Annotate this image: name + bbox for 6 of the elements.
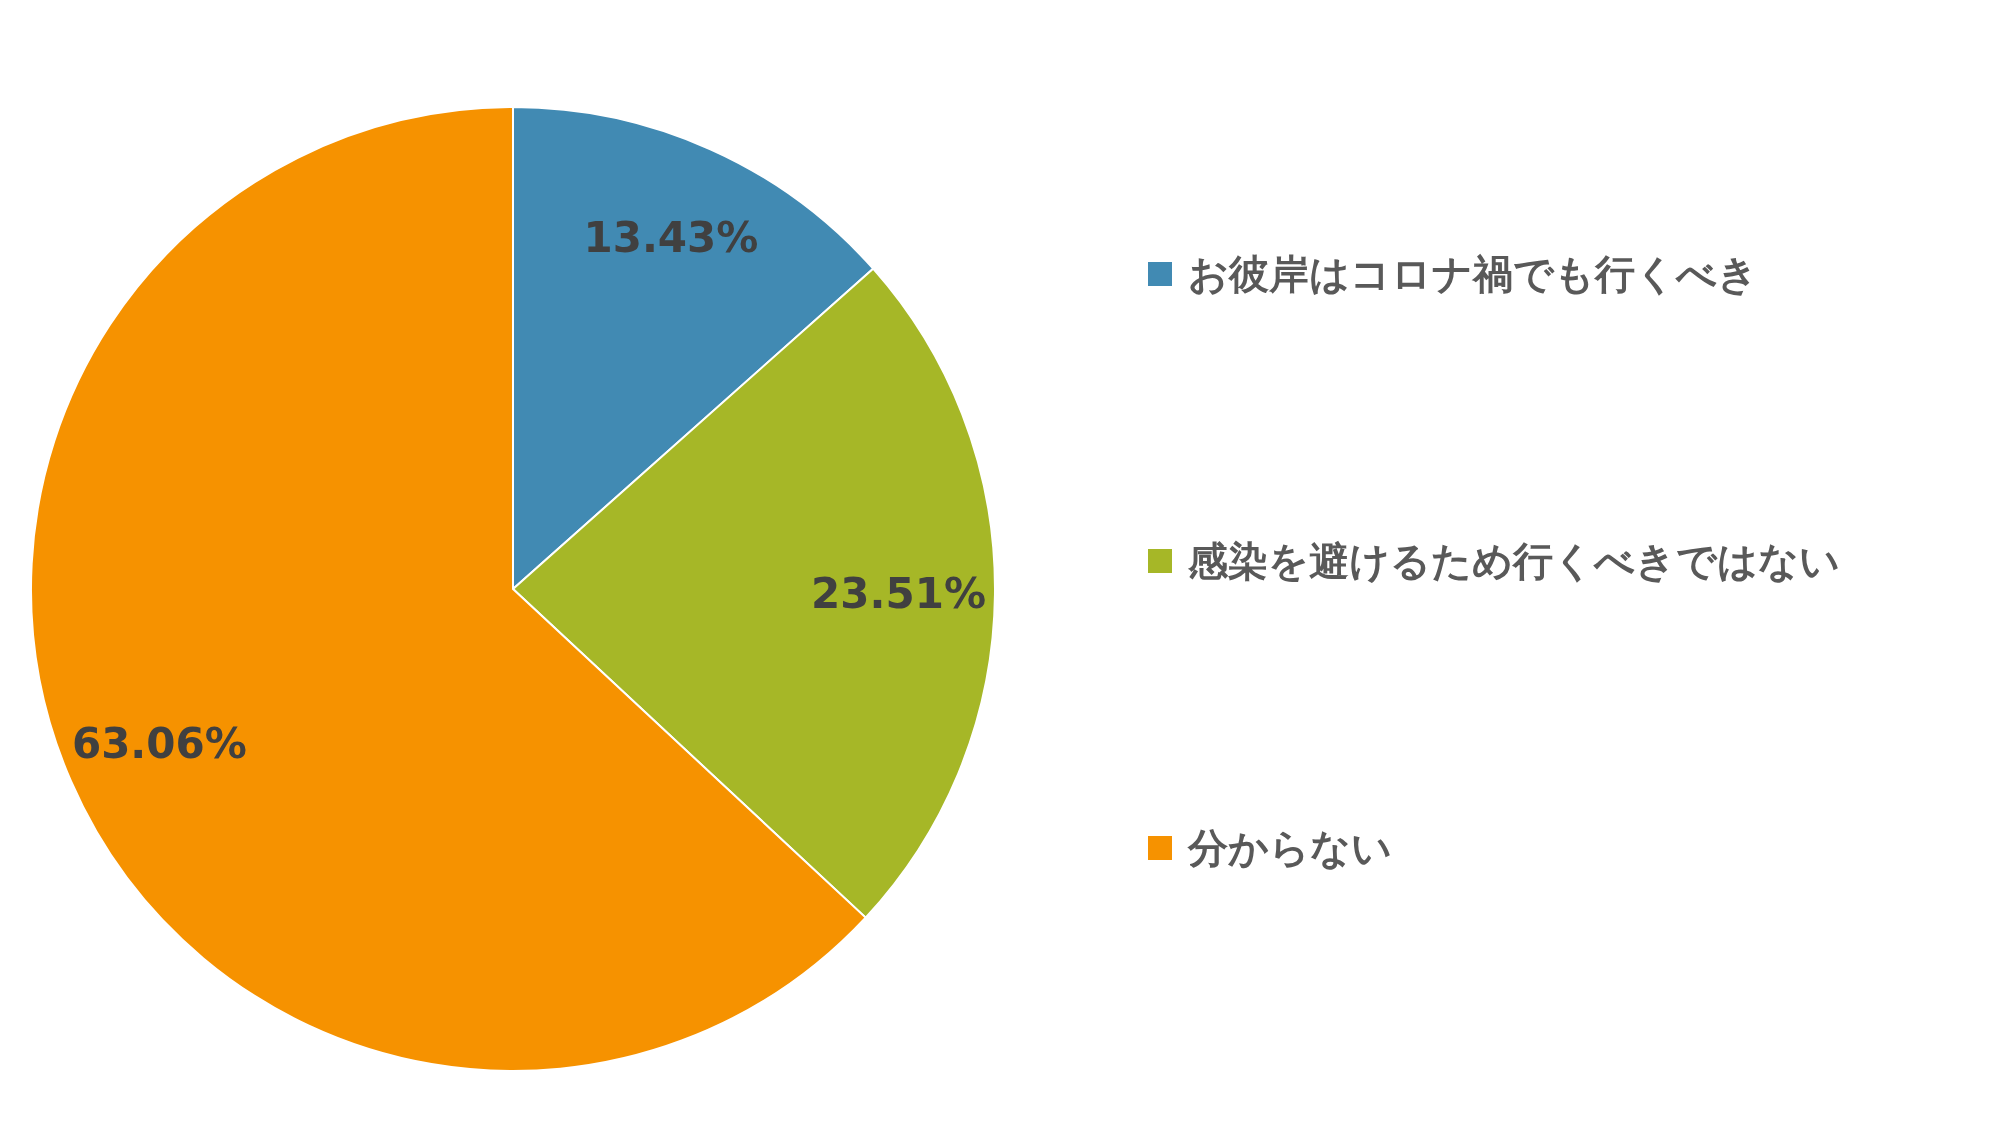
data-label: 23.51% [811,569,987,619]
data-label: 63.06% [71,718,247,768]
legend-label: 分からない [1187,825,1392,871]
data-label: 13.43% [583,213,759,263]
legend-label: 感染を避けるため行くべきではない [1187,538,1840,584]
legend-label: お彼岸はコロナ禍でも行くべき [1188,251,1758,297]
